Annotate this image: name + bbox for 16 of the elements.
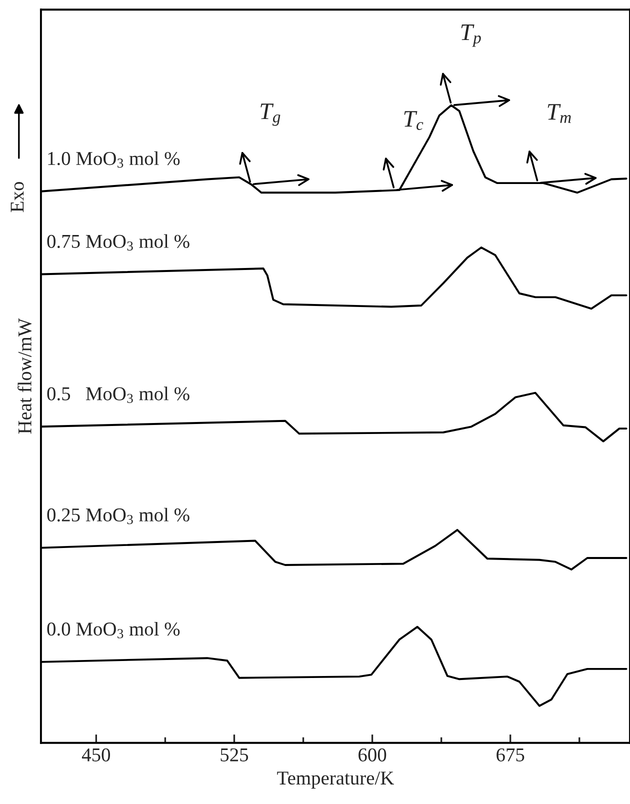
text: Exo [10, 182, 24, 212]
x-tick-label: 675 [496, 748, 524, 762]
annotation: T$_{g}$ [260, 104, 280, 126]
y-axis-title: Heat flow/mW [18, 318, 32, 434]
x-tick-label: 600 [358, 748, 386, 762]
series-label: 1.0 MoO$_{3}$ mol % [48, 151, 180, 168]
series-label: 0.75 MoO$_{3}$ mol % [47, 234, 190, 251]
series-label: 0.0 MoO$_{3}$ mol % [47, 622, 180, 638]
series-label: 0.5 MoO$_{3}$ mol % [47, 386, 190, 403]
annotation: T$_{m}$ [548, 104, 571, 123]
annotation: T$_{p}$ [461, 24, 481, 47]
x-tick-label: 525 [220, 748, 248, 762]
annotation: T$_{c}$ [404, 111, 424, 130]
x-tick-label: 450 [82, 748, 110, 762]
x-axis-title: Temperature/K [277, 772, 394, 789]
series-label: 0.25 MoO$_{3}$ mol % [47, 508, 190, 524]
